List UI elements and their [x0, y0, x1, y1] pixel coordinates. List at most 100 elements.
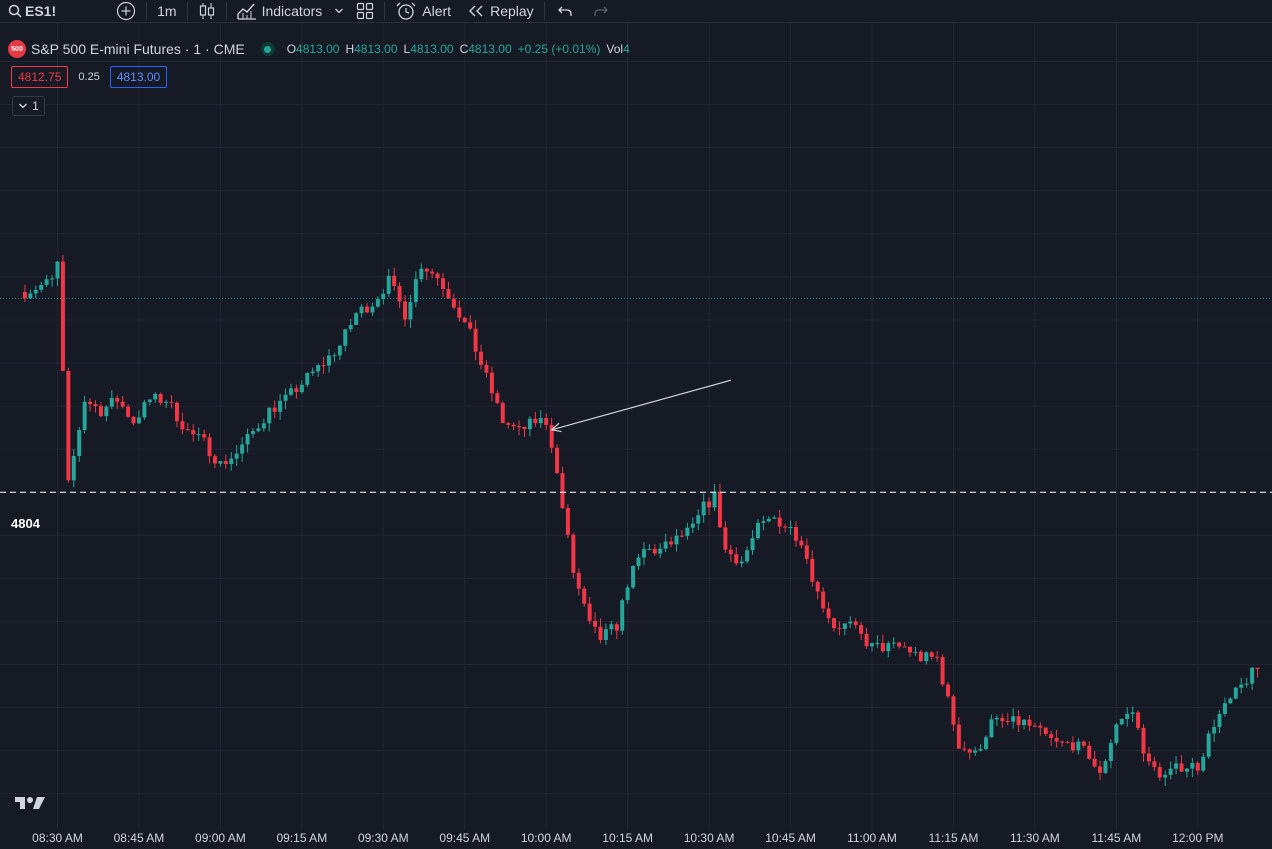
toolbar-divider	[384, 2, 386, 20]
replay-button[interactable]: Replay	[459, 0, 542, 22]
candle-down	[728, 544, 733, 562]
high-label: H	[345, 42, 355, 56]
market-status-icon[interactable]	[260, 42, 275, 56]
candle-up	[978, 743, 983, 752]
candle-up	[1022, 718, 1027, 730]
candle-down	[191, 423, 196, 442]
sell-button[interactable]: 4812.75	[11, 66, 69, 88]
candle-down	[1070, 736, 1075, 753]
alert-button[interactable]: Alert	[387, 0, 459, 22]
candle-down	[777, 510, 782, 534]
candle-down	[1179, 755, 1184, 773]
candle-down	[614, 622, 619, 640]
candle-down	[272, 400, 277, 419]
candle-down	[826, 602, 831, 624]
candle-down	[88, 398, 93, 412]
candle-up	[755, 519, 760, 540]
candle-down	[115, 395, 120, 409]
candle-down	[185, 423, 190, 431]
tradingview-logo-mark	[15, 797, 45, 809]
candle-up	[50, 275, 55, 287]
candle-down	[533, 412, 538, 427]
grid-layout-icon	[357, 2, 374, 20]
quote-panel: 4812.75 0.25 4813.00	[11, 66, 168, 88]
candle-up	[71, 448, 76, 488]
candle-up	[994, 714, 999, 726]
candle-up	[44, 274, 49, 288]
compare-button[interactable]	[108, 0, 144, 22]
undo-button[interactable]	[547, 0, 583, 22]
candle-up	[701, 493, 706, 523]
symbol-search[interactable]: ES1!	[0, 0, 64, 22]
candle-up	[359, 304, 364, 318]
candle-down	[1054, 729, 1059, 748]
candle-up	[603, 623, 608, 645]
time-tick-label: 12:00 PM	[1172, 831, 1223, 845]
symbol-label: ES1!	[25, 3, 57, 19]
redo-button[interactable]	[583, 0, 619, 22]
interval-button[interactable]: 1m	[149, 0, 184, 22]
plus-circle-icon	[117, 1, 136, 21]
candle-down	[120, 395, 125, 409]
candle-up	[245, 428, 250, 453]
candle-down	[522, 426, 527, 438]
candle-up	[620, 598, 625, 636]
candle-up	[973, 746, 978, 756]
search-icon	[8, 4, 22, 18]
candle-down	[880, 634, 885, 653]
candle-down	[956, 716, 961, 750]
candle-down	[831, 617, 836, 632]
candle-down	[446, 281, 451, 299]
candle-down	[365, 303, 370, 314]
candle-down	[576, 568, 581, 596]
candle-up	[625, 584, 630, 604]
candle-up	[104, 405, 109, 422]
candle-up	[1174, 756, 1179, 775]
candle-down	[544, 413, 549, 431]
candle-up	[370, 302, 375, 317]
candle-down	[707, 497, 712, 515]
candle-down	[935, 650, 940, 663]
alert-label: Alert	[422, 3, 452, 19]
vol-value: 4	[623, 42, 630, 56]
candle-down	[403, 295, 408, 327]
chart-type-button[interactable]	[190, 0, 224, 22]
candle-up	[712, 483, 717, 512]
candle-down	[1092, 751, 1097, 768]
toolbar-divider	[225, 2, 227, 20]
candle-down	[223, 454, 228, 469]
price-chart[interactable]: 08:30 AM 08:45 AM 09:00 AM 09:15 AM 09:30 AM…	[0, 23, 1272, 849]
buy-button[interactable]: 4813.00	[109, 66, 168, 88]
candle-down	[1152, 756, 1157, 772]
candle-down	[1060, 740, 1065, 747]
arrow-drawing[interactable]	[550, 379, 731, 433]
collapse-count: 1	[32, 99, 39, 113]
legend-title[interactable]: S&P 500 E-mini Futures · 1 · CME	[31, 41, 245, 57]
time-tick-label: 08:45 AM	[114, 831, 165, 845]
candle-up	[343, 328, 348, 352]
candle-up	[381, 289, 386, 305]
candle-up	[299, 380, 304, 394]
candle-down	[951, 694, 956, 732]
time-tick-label: 11:00 AM	[847, 831, 897, 845]
time-tick-label: 09:30 AM	[358, 831, 409, 845]
candle-up	[327, 349, 331, 373]
layouts-button[interactable]	[348, 0, 382, 22]
spread-value: 0.25	[78, 71, 100, 83]
candle-up	[164, 399, 169, 408]
candle-up	[196, 427, 201, 441]
candle-down	[723, 521, 728, 553]
time-tick-label: 08:30 AM	[32, 831, 83, 845]
candle-up	[875, 635, 880, 648]
candle-down	[212, 454, 217, 469]
candle-down	[517, 420, 522, 436]
indicators-button[interactable]: Indicators	[229, 0, 331, 22]
candle-down	[479, 344, 484, 370]
tradingview-logo[interactable]	[15, 795, 45, 816]
toolbar-divider	[543, 2, 545, 20]
candle-down	[66, 367, 71, 483]
low-value: 4813.00	[410, 42, 454, 56]
candle-up	[690, 517, 695, 534]
collapse-legend-button[interactable]: 1	[12, 96, 45, 116]
indicators-dropdown[interactable]	[330, 0, 348, 22]
